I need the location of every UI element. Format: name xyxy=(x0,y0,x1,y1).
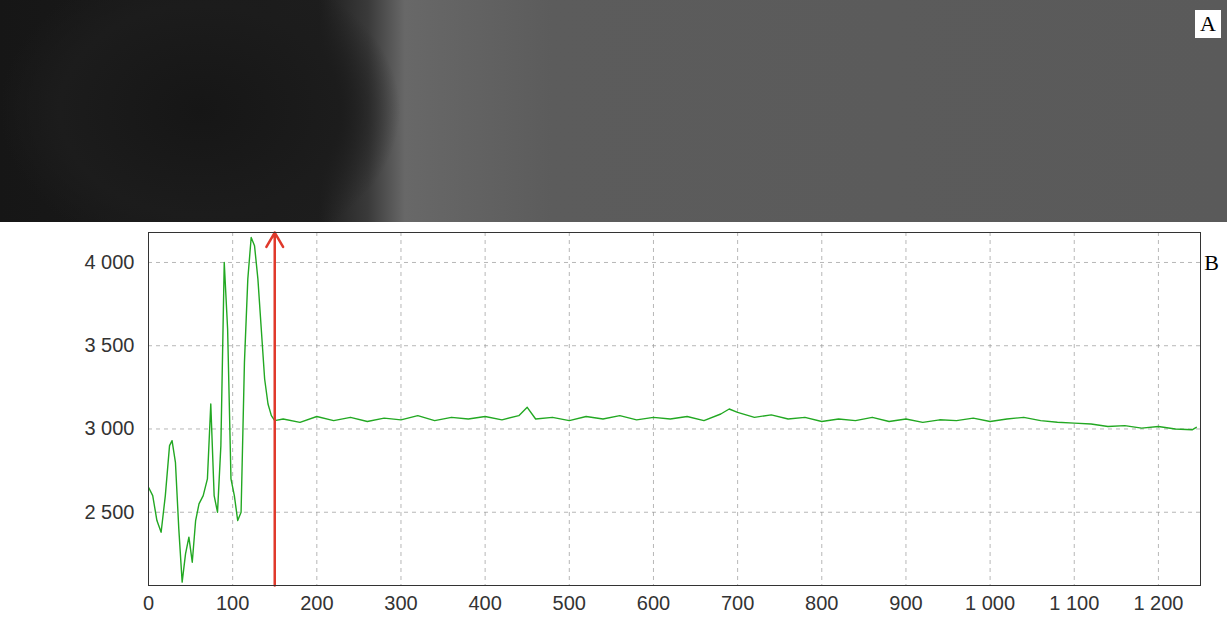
svg-text:3 000: 3 000 xyxy=(84,417,134,439)
svg-text:300: 300 xyxy=(384,592,417,614)
svg-text:600: 600 xyxy=(637,592,670,614)
svg-text:0: 0 xyxy=(143,592,154,614)
svg-text:400: 400 xyxy=(468,592,501,614)
svg-text:700: 700 xyxy=(721,592,754,614)
svg-text:2 500: 2 500 xyxy=(84,501,134,523)
svg-text:4 000: 4 000 xyxy=(84,251,134,273)
svg-text:1 100: 1 100 xyxy=(1049,592,1099,614)
svg-text:500: 500 xyxy=(553,592,586,614)
html-text:B: B xyxy=(1204,250,1219,275)
svg-text:1 200: 1 200 xyxy=(1133,592,1183,614)
svg-text:900: 900 xyxy=(889,592,922,614)
svg-text:200: 200 xyxy=(300,592,333,614)
svg-text:3 500: 3 500 xyxy=(84,334,134,356)
html-text:A: A xyxy=(1200,11,1216,36)
svg-text:800: 800 xyxy=(805,592,838,614)
svg-text:100: 100 xyxy=(216,592,249,614)
svg-text:1 000: 1 000 xyxy=(965,592,1015,614)
